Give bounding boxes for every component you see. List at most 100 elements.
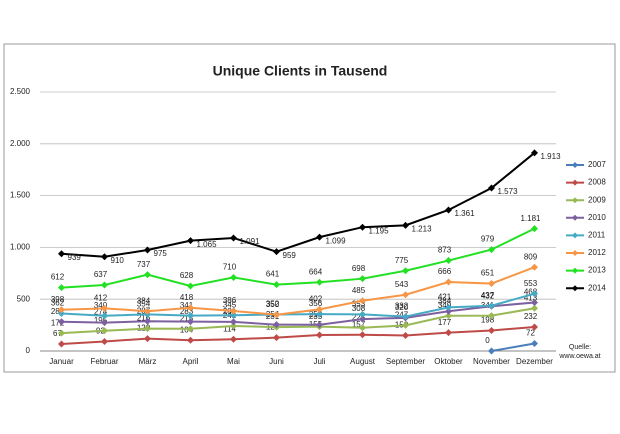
x-tick-label: August: [350, 357, 376, 366]
point: [101, 319, 108, 327]
point: [531, 290, 538, 298]
point: [101, 312, 108, 320]
point: [402, 221, 409, 229]
legend-label: 2011: [588, 231, 606, 240]
data-label: 651: [481, 269, 495, 278]
point: [402, 331, 409, 339]
point: [230, 322, 237, 330]
point: [144, 307, 151, 315]
point: [445, 303, 452, 311]
data-label: 413: [524, 293, 538, 302]
point: [359, 297, 366, 305]
x-tick-label: Juli: [313, 357, 325, 366]
data-label: 641: [266, 270, 280, 279]
data-label: 104: [180, 325, 194, 334]
point: [359, 324, 366, 332]
point: [187, 318, 194, 326]
x-tick-label: Februar: [90, 357, 118, 366]
point: [445, 312, 452, 320]
data-label: 432: [481, 291, 495, 300]
data-label: 1.573: [498, 187, 519, 196]
point: [531, 304, 538, 312]
point: [187, 282, 194, 290]
point: [359, 315, 366, 323]
data-label: 216: [137, 314, 151, 323]
data-label: 666: [438, 267, 452, 276]
point: [58, 340, 65, 348]
data-label: 384: [438, 296, 452, 305]
data-label: 873: [438, 246, 452, 255]
data-label: 235: [309, 312, 323, 321]
y-tick-label: 500: [17, 294, 31, 303]
data-label: 402: [309, 294, 323, 303]
data-label: 225: [352, 313, 366, 322]
point: [58, 309, 65, 317]
point: [230, 273, 237, 281]
point: [101, 281, 108, 289]
x-tick-label: Januar: [49, 357, 74, 366]
y-tick-label: 2.000: [10, 139, 31, 148]
point: [187, 336, 194, 344]
data-label: 1.913: [541, 152, 562, 161]
series-line: [61, 266, 535, 316]
point: [230, 307, 237, 315]
data-label: 67: [53, 329, 62, 338]
point: [144, 271, 151, 279]
point: [273, 311, 280, 319]
data-label: 398: [51, 295, 65, 304]
data-label: 975: [154, 249, 168, 258]
point: [58, 318, 65, 326]
source-note: Quelle:: [569, 344, 591, 351]
point: [488, 302, 495, 310]
point: [402, 313, 409, 321]
legend-marker: [572, 232, 578, 239]
series-line: [61, 292, 535, 318]
data-label: 1.195: [369, 226, 390, 235]
point: [488, 347, 495, 355]
legend-label: 2013: [588, 266, 606, 275]
data-label: 0: [485, 336, 490, 345]
point: [101, 253, 108, 261]
legend-label: 2010: [588, 213, 606, 222]
chart-title: Unique Clients in Tausend: [213, 63, 388, 79]
data-label: 809: [524, 252, 538, 261]
data-label: 737: [137, 260, 151, 269]
x-tick-label: Juni: [269, 357, 284, 366]
point: [488, 280, 495, 288]
data-label: 198: [481, 316, 495, 325]
point: [58, 284, 65, 292]
data-label: 664: [309, 267, 323, 276]
point: [316, 331, 323, 339]
data-label: 421: [438, 292, 452, 301]
point: [359, 275, 366, 283]
data-label: 1.099: [326, 236, 347, 245]
point: [531, 149, 538, 157]
point: [101, 327, 108, 335]
x-tick-label: September: [386, 357, 425, 366]
data-label: 195: [94, 316, 108, 325]
data-label: 114: [223, 324, 236, 333]
point: [531, 299, 538, 307]
point: [488, 312, 495, 320]
data-label: 710: [223, 263, 237, 272]
legend-label: 2008: [588, 178, 606, 187]
data-label: 320: [395, 303, 409, 312]
data-label: 1.361: [455, 209, 476, 218]
point: [402, 321, 409, 329]
point: [445, 307, 452, 315]
legend-marker: [572, 250, 578, 256]
source-note: www.oewa.at: [558, 353, 600, 360]
point: [230, 335, 237, 343]
point: [445, 257, 452, 265]
data-label: 352: [266, 300, 280, 309]
data-label: 332: [395, 302, 409, 311]
point: [316, 310, 323, 318]
data-label: 910: [111, 256, 125, 265]
legend-label: 2012: [588, 248, 606, 257]
x-tick-label: März: [139, 357, 157, 366]
legend-marker: [572, 179, 578, 186]
point: [488, 184, 495, 192]
point: [359, 310, 366, 318]
data-label: 72: [526, 329, 535, 338]
data-label: 308: [352, 304, 366, 313]
